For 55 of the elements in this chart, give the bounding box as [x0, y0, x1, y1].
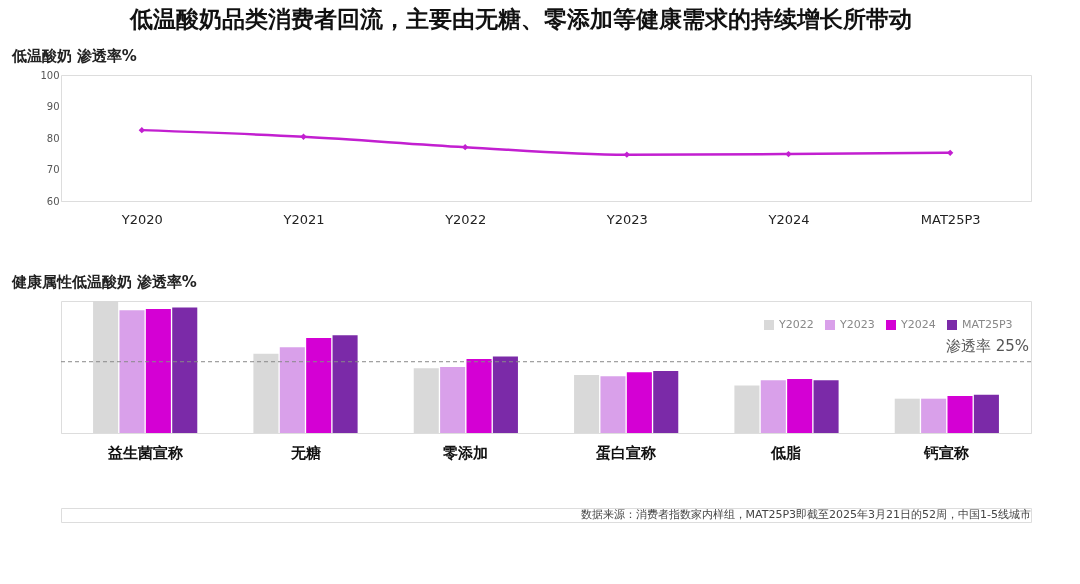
- x-tick-label: Y2021: [282, 211, 325, 227]
- bar: [253, 353, 279, 433]
- legend-label: Y2024: [900, 318, 936, 331]
- y-tick-label: 90: [46, 101, 60, 112]
- x-tick-label: Y2023: [605, 211, 648, 227]
- x-tick-label: 益生菌宣称: [106, 443, 184, 462]
- x-tick-label: 零添加: [443, 443, 489, 462]
- bar: [119, 310, 145, 433]
- bar: [921, 398, 947, 433]
- bar: [813, 380, 839, 433]
- y-tick-label: 100: [40, 69, 60, 81]
- bar: [332, 335, 358, 433]
- point: [300, 133, 307, 140]
- legend-label: MAT25P3: [962, 318, 1013, 331]
- bar: [466, 359, 492, 433]
- x-tick-label: 钙宣称: [923, 443, 971, 462]
- bar: [973, 394, 999, 433]
- legend-label: Y2022: [778, 318, 814, 331]
- point: [785, 150, 792, 158]
- bar: [172, 307, 198, 433]
- x-tick-label: 无糖: [289, 443, 321, 462]
- bar: [574, 374, 600, 433]
- chart-title: 低温酸奶品类消费者回流，主要由无糖、零添加等健康需求的持续增长所带动: [129, 5, 913, 32]
- point: [947, 149, 954, 156]
- x-tick-label: Y2024: [767, 211, 810, 227]
- bar: [894, 398, 920, 433]
- bar: [734, 385, 760, 433]
- bar: [626, 372, 652, 433]
- bar: [760, 380, 786, 433]
- bar: [145, 308, 171, 433]
- legend-label: Y2023: [839, 318, 875, 331]
- bar: [653, 370, 679, 433]
- bar: [600, 376, 626, 433]
- bar: [306, 337, 332, 433]
- x-tick-label: Y2020: [120, 211, 163, 227]
- bar: [279, 347, 305, 433]
- x-tick-label: MAT25P3: [920, 211, 981, 227]
- y-axis-title: 低温酸奶 渗透率%: [10, 46, 137, 65]
- y-tick-label: 80: [46, 132, 60, 144]
- x-tick-label: 蛋白宣称: [595, 443, 658, 462]
- bar: [947, 396, 973, 433]
- bar: [787, 378, 813, 433]
- y-axis-title: 健康属性低温酸奶 渗透率%: [10, 272, 197, 291]
- point: [623, 151, 630, 158]
- ref-line-label: 渗透率 25%: [945, 336, 1029, 355]
- point: [462, 143, 469, 151]
- bar: [492, 356, 518, 433]
- bar: [440, 367, 466, 433]
- source-note: 数据来源：消费者指数家内样组，MAT25P3即截至2025年3月21日的52周，中国1-5线城市: [580, 508, 1031, 521]
- x-tick-label: 低脂: [770, 443, 802, 462]
- y-tick-label: 70: [46, 164, 60, 175]
- y-tick-label: 60: [46, 195, 60, 207]
- x-tick-label: Y2022: [444, 211, 487, 227]
- bar: [413, 368, 439, 433]
- point: [138, 126, 145, 134]
